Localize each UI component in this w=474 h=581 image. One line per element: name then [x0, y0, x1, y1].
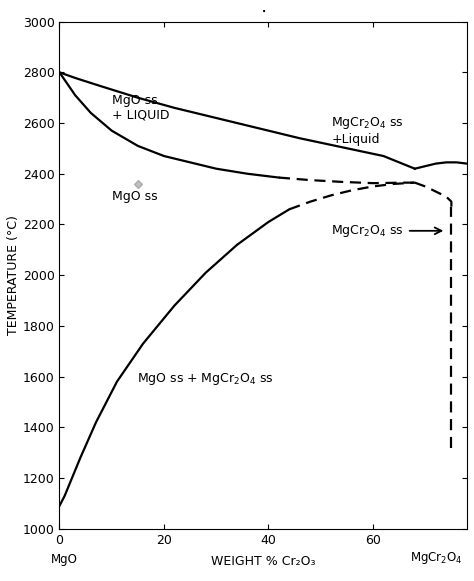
Text: MgO ss: MgO ss	[112, 190, 157, 203]
Text: MgCr$_2$O$_4$ ss
+Liquid: MgCr$_2$O$_4$ ss +Liquid	[331, 115, 404, 146]
Text: MgO: MgO	[51, 554, 77, 566]
Text: MgCr$_2$O$_4$ ss: MgCr$_2$O$_4$ ss	[331, 223, 441, 239]
Text: MgCr$_2$O$_4$: MgCr$_2$O$_4$	[410, 550, 462, 566]
Text: $\mathbf{\cdot}$: $\mathbf{\cdot}$	[261, 6, 266, 16]
Y-axis label: TEMPERATURE (°C): TEMPERATURE (°C)	[7, 215, 20, 335]
X-axis label: WEIGHT % Cr₂O₃: WEIGHT % Cr₂O₃	[211, 555, 316, 568]
Text: MgO ss + MgCr$_2$O$_4$ ss: MgO ss + MgCr$_2$O$_4$ ss	[137, 371, 274, 387]
Text: MgO ss
+ LIQUID: MgO ss + LIQUID	[112, 94, 169, 122]
